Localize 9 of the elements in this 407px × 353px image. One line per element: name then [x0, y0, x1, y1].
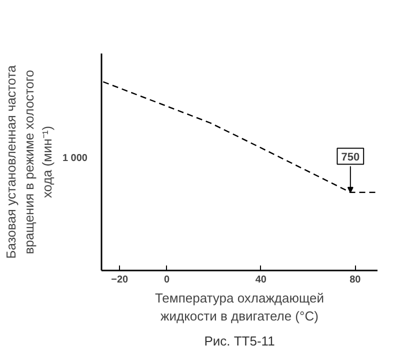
- y-axis-title: Базовая установленная частота вращения в режиме холостого хода (мин⁻¹): [3, 64, 54, 259]
- text: 1 000: [62, 153, 88, 164]
- x-axis-title: Температура охлаждающей жидкости в двигателе (°C): [154, 290, 324, 324]
- x-tick-label: 80: [350, 274, 362, 286]
- x-tick-label: 40: [255, 274, 267, 286]
- annotation: 750: [341, 151, 360, 164]
- text: Рис. ТТ5-11: [204, 334, 275, 348]
- x-tick-label: −20: [111, 274, 129, 286]
- x-tick-label: 0: [164, 274, 170, 286]
